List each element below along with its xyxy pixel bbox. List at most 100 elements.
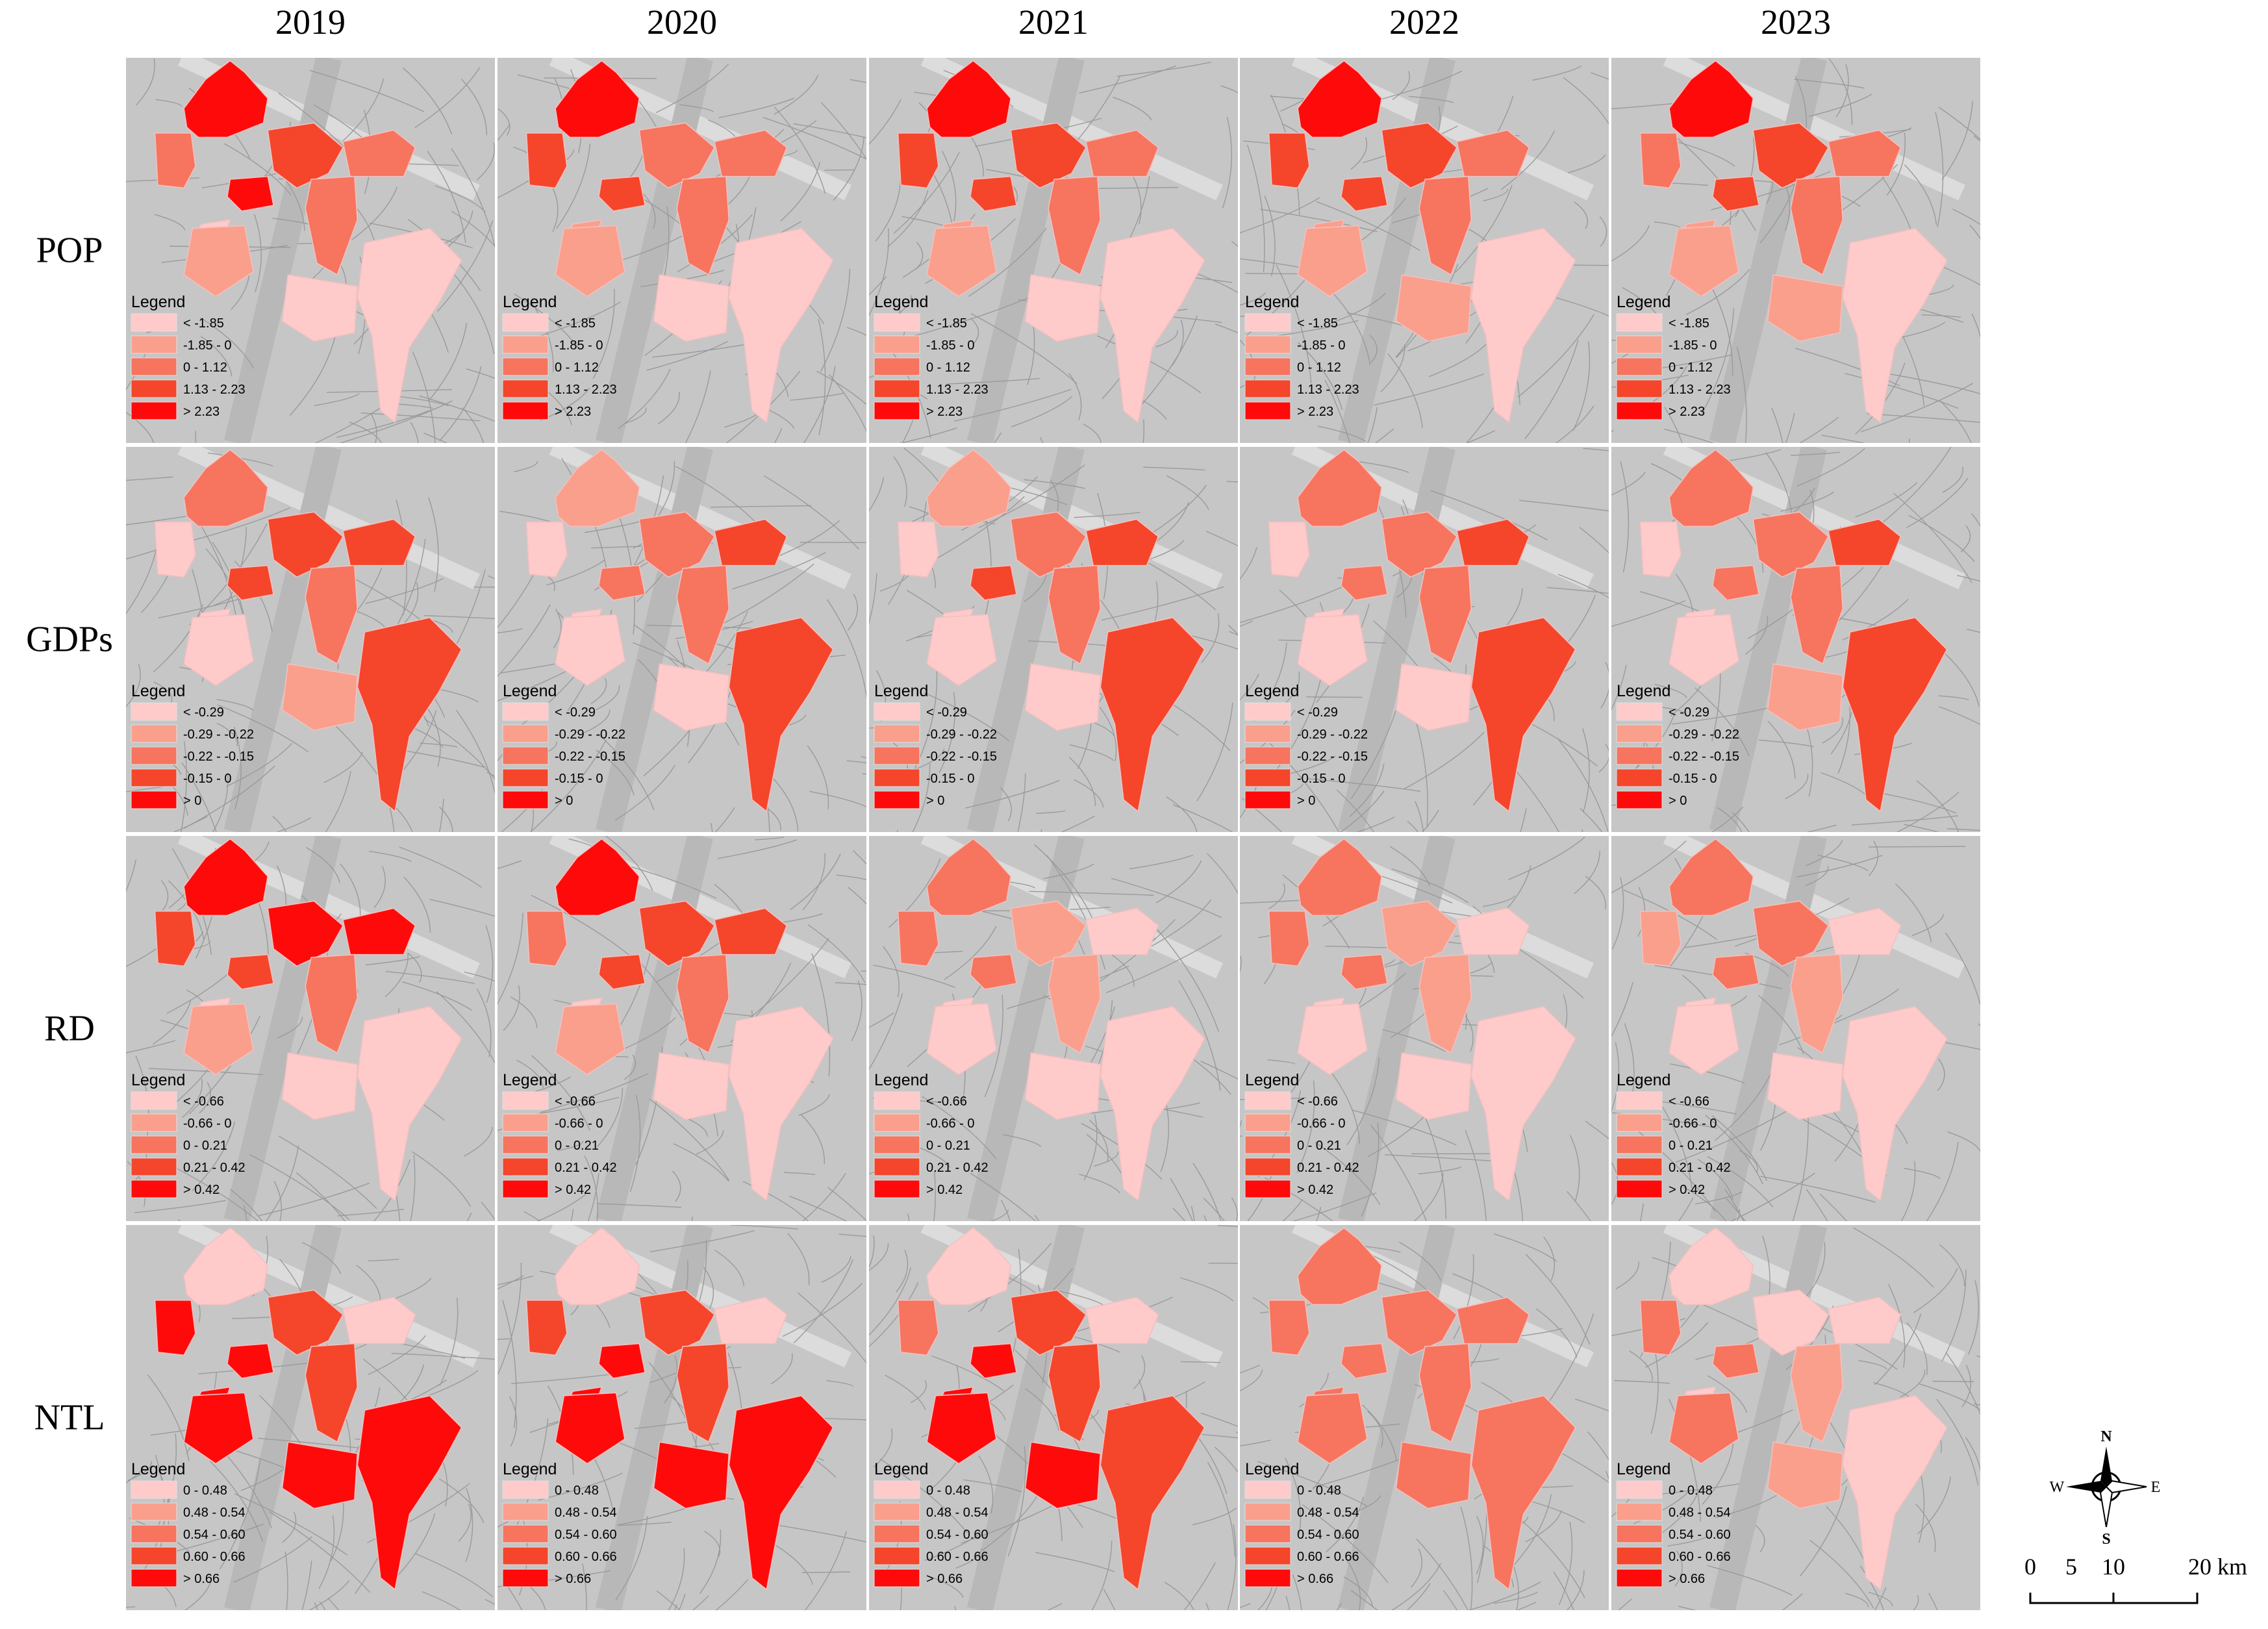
road bbox=[678, 1593, 686, 1610]
road bbox=[1861, 383, 1974, 433]
road bbox=[774, 1544, 814, 1585]
district bbox=[1297, 614, 1368, 687]
road bbox=[770, 1353, 793, 1385]
legend-label: 0 - 0.21 bbox=[1669, 1139, 1713, 1153]
legend-label: -0.29 - -0.22 bbox=[183, 727, 254, 742]
road bbox=[1938, 648, 1980, 707]
road bbox=[234, 1493, 348, 1556]
river bbox=[223, 58, 342, 443]
district bbox=[183, 614, 254, 687]
compass-arrow bbox=[2099, 1485, 2113, 1528]
road bbox=[1265, 1582, 1279, 1610]
legend-title: Legend bbox=[1617, 1071, 1670, 1089]
road bbox=[587, 1172, 599, 1221]
road bbox=[498, 1338, 510, 1340]
legend-label: 0 - 1.12 bbox=[1297, 360, 1341, 375]
legend-label: 1.13 - 2.23 bbox=[183, 383, 246, 397]
road bbox=[873, 965, 955, 989]
road bbox=[899, 427, 957, 443]
road bbox=[277, 1017, 303, 1039]
road bbox=[365, 577, 444, 604]
legend-swatch bbox=[874, 1157, 920, 1176]
road bbox=[530, 809, 535, 832]
road bbox=[1574, 1398, 1609, 1412]
road bbox=[1557, 574, 1609, 598]
road bbox=[1583, 448, 1609, 451]
road bbox=[1724, 1189, 1745, 1221]
road bbox=[155, 99, 183, 107]
road bbox=[152, 1000, 192, 1045]
road bbox=[1702, 1440, 1734, 1505]
road bbox=[1591, 72, 1609, 80]
road bbox=[514, 294, 581, 351]
legend-swatch bbox=[1616, 1547, 1663, 1565]
district bbox=[1752, 1289, 1830, 1356]
road bbox=[207, 452, 273, 467]
river bbox=[595, 58, 713, 443]
district bbox=[1669, 838, 1754, 916]
road bbox=[879, 1458, 968, 1534]
road bbox=[1926, 284, 1954, 296]
road bbox=[1011, 396, 1073, 427]
road bbox=[402, 981, 473, 1011]
legend-swatch bbox=[1616, 335, 1663, 354]
legend-label: -0.15 - 0 bbox=[926, 772, 974, 786]
road bbox=[1040, 829, 1042, 832]
district bbox=[598, 1343, 646, 1379]
road bbox=[1893, 492, 1972, 583]
road bbox=[1284, 1458, 1302, 1535]
road bbox=[436, 220, 494, 312]
road bbox=[1620, 461, 1630, 573]
district bbox=[1790, 175, 1844, 276]
road bbox=[323, 751, 363, 783]
road bbox=[481, 1202, 495, 1220]
legend-title: Legend bbox=[131, 1071, 185, 1089]
road bbox=[1794, 79, 1865, 89]
road bbox=[818, 319, 826, 435]
legend-label: -0.22 - -0.15 bbox=[1669, 750, 1739, 764]
road bbox=[1089, 1119, 1109, 1163]
district bbox=[1100, 227, 1205, 423]
road bbox=[1968, 1280, 1980, 1355]
map-panel: Legend < -0.29 -0.29 - -0.22 -0.22 - -0.15 -… bbox=[869, 447, 1238, 832]
legend-swatch bbox=[131, 335, 177, 354]
road bbox=[1906, 1322, 1928, 1376]
district bbox=[970, 953, 1018, 990]
district bbox=[970, 1343, 1018, 1379]
legend-label: 0.48 - 0.54 bbox=[1297, 1506, 1359, 1520]
legend-label: 0.54 - 0.60 bbox=[555, 1528, 617, 1542]
district bbox=[1456, 1296, 1530, 1345]
road bbox=[801, 1172, 846, 1221]
road bbox=[1346, 1560, 1361, 1610]
road bbox=[1913, 1595, 1919, 1610]
road bbox=[284, 1551, 288, 1610]
road bbox=[436, 991, 495, 1064]
road bbox=[811, 953, 831, 1077]
road bbox=[1795, 347, 1900, 386]
road bbox=[1919, 1383, 1980, 1411]
district bbox=[1297, 1392, 1368, 1465]
road bbox=[1550, 296, 1609, 317]
road bbox=[1443, 1590, 1458, 1610]
road bbox=[1101, 586, 1224, 621]
road bbox=[714, 807, 735, 832]
road bbox=[180, 740, 187, 832]
district bbox=[1669, 225, 1739, 297]
road bbox=[1736, 347, 1747, 443]
district bbox=[1470, 227, 1576, 423]
district bbox=[598, 564, 646, 601]
road bbox=[537, 1472, 623, 1501]
road bbox=[1346, 1057, 1380, 1146]
road bbox=[1906, 477, 1969, 529]
road bbox=[970, 313, 1077, 384]
road bbox=[498, 860, 522, 870]
road bbox=[395, 395, 449, 407]
district bbox=[305, 564, 359, 665]
road bbox=[1664, 428, 1715, 443]
road bbox=[944, 926, 997, 980]
road bbox=[126, 664, 141, 707]
district bbox=[926, 1392, 997, 1465]
river bbox=[1709, 836, 1827, 1221]
road bbox=[614, 764, 675, 821]
road bbox=[970, 1172, 1037, 1221]
